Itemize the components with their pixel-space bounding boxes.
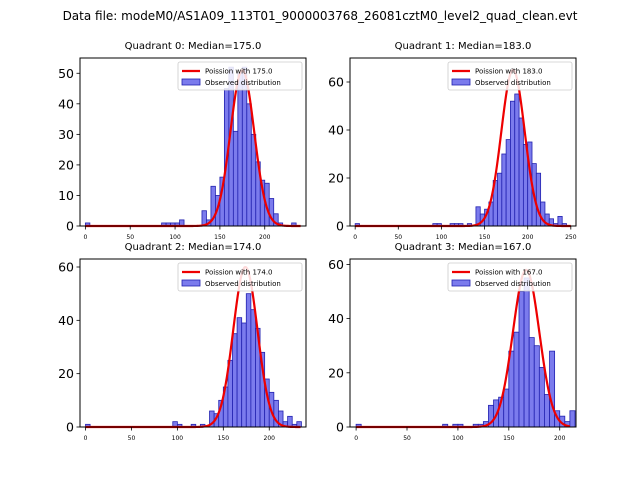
histogram-bar: [245, 293, 252, 428]
legend-curve-label: Poission with 183.0: [475, 68, 543, 76]
histogram-bar: [236, 317, 243, 428]
axes-frame: [349, 57, 577, 227]
chart-title: Quadrant 3: Median=167.0: [395, 242, 532, 253]
x-tick-label: 0: [83, 234, 87, 241]
y-tick-label: 0: [66, 420, 74, 435]
y-tick-label: 0: [336, 420, 344, 435]
histogram-bar: [250, 309, 256, 428]
y-tick-label: 50: [58, 66, 74, 81]
legend-bar-label: Observed distribution: [205, 79, 281, 87]
y-tick-label: 40: [328, 123, 344, 138]
y-tick-label: 20: [328, 171, 344, 186]
histogram-bar: [533, 345, 540, 428]
histogram-bar: [557, 215, 563, 227]
x-tick-label: 100: [436, 234, 448, 241]
y-tick-label: 40: [328, 311, 344, 326]
legend-box: [447, 61, 573, 91]
y-tick-label: 20: [58, 366, 74, 381]
x-tick-label: 150: [218, 435, 230, 442]
legend-bar-swatch: [181, 279, 201, 287]
y-tick-label: 20: [328, 365, 344, 380]
chart-title: Quadrant 0: Median=175.0: [125, 41, 262, 52]
histogram-bar: [510, 100, 516, 227]
histogram-bar: [535, 172, 542, 227]
histogram-bar: [569, 410, 576, 428]
histogram-bar: [246, 103, 252, 227]
legend-box: [177, 262, 303, 292]
histogram-bar: [518, 117, 524, 227]
y-tick-label: 10: [58, 188, 74, 203]
histogram-bar: [518, 291, 525, 428]
histogram-bar: [505, 139, 511, 227]
x-tick-label: 200: [259, 234, 271, 241]
legend-curve-label: Poission with 175.0: [205, 68, 273, 76]
legend-box: [447, 262, 573, 292]
x-tick-label: 200: [554, 435, 566, 442]
histogram-bar: [237, 72, 243, 227]
x-tick-label: 100: [452, 435, 464, 442]
legend-bar-swatch: [181, 78, 201, 86]
y-tick-label: 40: [58, 313, 74, 328]
y-tick-label: 30: [58, 127, 74, 142]
y-tick-label: 20: [58, 157, 74, 172]
histogram-bar: [241, 322, 247, 428]
x-tick-label: 0: [84, 435, 88, 442]
chart-panel-1: Quadrant 1: Median=183.0 0 50 100 150 200 250 0…: [328, 41, 577, 241]
y-tick-label: 60: [328, 75, 344, 90]
x-tick-label: 50: [403, 435, 411, 442]
chart-panel-2: Quadrant 2: Median=174.0 0 50 100 150 200 0 20 4…: [58, 242, 307, 442]
x-tick-label: 200: [522, 234, 534, 241]
x-tick-label: 250: [565, 234, 577, 241]
y-tick-label: 0: [336, 219, 344, 234]
chart-panel-3: Quadrant 3: Median=167.0 0 50 100 150 200 0 20 4…: [328, 242, 577, 442]
legend-bar-swatch: [451, 279, 471, 287]
histogram-bar: [513, 331, 520, 428]
histogram-bar: [503, 388, 510, 428]
axes-frame: [79, 258, 307, 428]
chart-panel-0: Quadrant 0: Median=175.0 0 50 100 150 200 0 10 2…: [58, 41, 307, 241]
x-tick-label: 50: [126, 234, 134, 241]
x-tick-label: 0: [353, 234, 357, 241]
histogram-bar: [544, 394, 550, 428]
histogram-bar: [497, 172, 503, 227]
histogram-bar: [232, 333, 238, 428]
legend-bar-label: Observed distribution: [475, 280, 551, 288]
y-tick-label: 60: [58, 260, 74, 275]
legend-curve-label: Poission with 167.0: [475, 269, 543, 277]
x-tick-label: 0: [354, 435, 358, 442]
histogram-bar: [514, 93, 520, 227]
legend-bar-label: Observed distribution: [475, 79, 551, 87]
histogram-bar: [250, 133, 257, 227]
histogram-bar: [528, 337, 535, 428]
x-tick-label: 150: [214, 234, 226, 241]
x-tick-label: 200: [264, 435, 276, 442]
axes-frame: [349, 258, 577, 428]
panels-group: Quadrant 0: Median=175.00 50 100 150 2000102…: [58, 41, 577, 442]
x-tick-label: 150: [503, 435, 515, 442]
x-tick-label: 100: [169, 234, 181, 241]
y-tick-label: 0: [66, 219, 74, 234]
x-tick-label: 100: [172, 435, 184, 442]
histogram-bar: [232, 130, 239, 227]
chart-title: Quadrant 2: Median=174.0: [125, 242, 262, 253]
legend-bar-label: Observed distribution: [205, 280, 281, 288]
y-tick-label: 40: [58, 96, 74, 111]
histogram-bar: [549, 350, 556, 428]
legend-bar-swatch: [451, 78, 471, 86]
histogram-bar: [523, 277, 530, 428]
histogram-bar: [287, 415, 293, 428]
histogram-bar: [501, 153, 507, 227]
x-tick-label: 50: [128, 435, 136, 442]
chart-title: Quadrant 1: Median=183.0: [395, 41, 532, 52]
x-tick-label: 150: [479, 234, 491, 241]
legend-box: [177, 61, 303, 91]
figure-suptitle: Data file: modeM0/AS1A09_113T01_90000037…: [63, 9, 578, 23]
axes-frame: [79, 57, 307, 227]
y-tick-label: 60: [328, 257, 344, 272]
histogram-bar: [241, 66, 248, 227]
legend-curve-label: Poission with 174.0: [205, 269, 273, 277]
x-tick-label: 50: [394, 234, 402, 241]
histogram-bar: [538, 366, 545, 428]
